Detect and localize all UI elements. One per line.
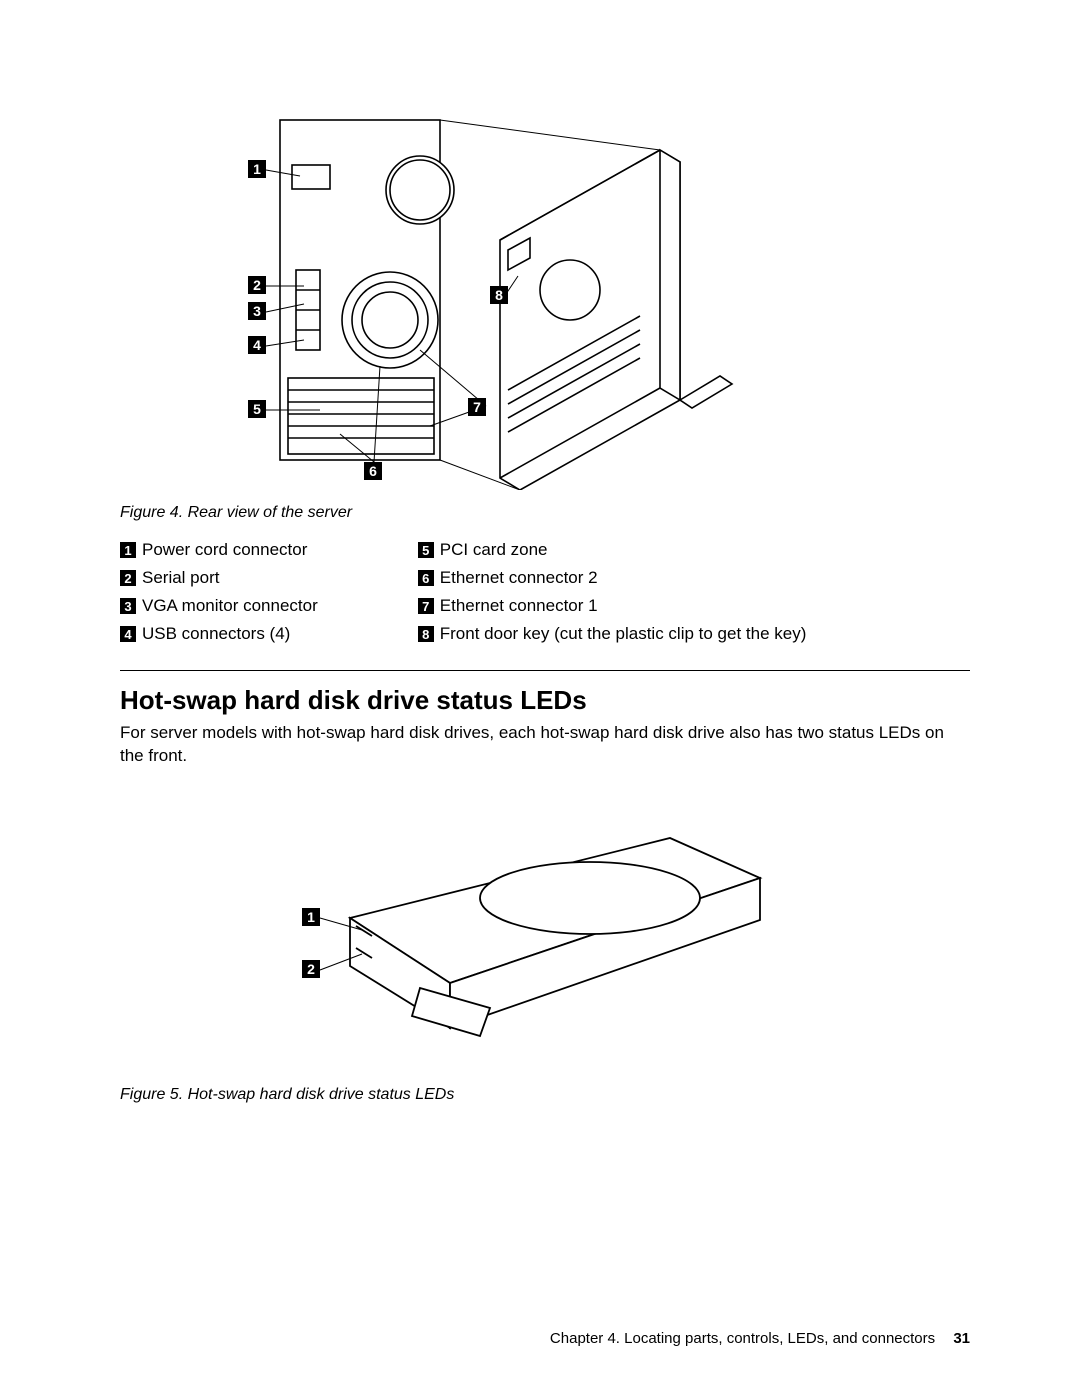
legend-label: Serial port: [142, 568, 219, 588]
legend-number: 7: [418, 598, 434, 614]
callout-number: 2: [302, 960, 320, 978]
footer-chapter: Chapter 4. Locating parts, controls, LED…: [550, 1330, 935, 1347]
legend-number: 2: [120, 570, 136, 586]
legend-item: 4 USB connectors (4): [120, 624, 318, 644]
callout-number: 6: [364, 462, 382, 480]
callout-number: 3: [248, 302, 266, 320]
figure-4-diagram: 1 2 3 4 5 6 7 8: [120, 90, 970, 490]
legend-number: 6: [418, 570, 434, 586]
legend-number: 4: [120, 626, 136, 642]
legend-label: Ethernet connector 2: [440, 568, 598, 588]
legend-item: 2 Serial port: [120, 568, 318, 588]
legend-item: 3 VGA monitor connector: [120, 596, 318, 616]
legend-item: 5 PCI card zone: [418, 540, 807, 560]
figure-5-caption: Figure 5. Hot-swap hard disk drive statu…: [120, 1086, 970, 1104]
legend-number: 5: [418, 542, 434, 558]
callout-number: 4: [248, 336, 266, 354]
callout-number: 8: [490, 286, 508, 304]
page-footer: Chapter 4. Locating parts, controls, LED…: [550, 1330, 970, 1347]
footer-page-number: 31: [953, 1330, 970, 1347]
figure-4-caption: Figure 4. Rear view of the server: [120, 504, 970, 522]
legend-label: Front door key (cut the plastic clip to …: [440, 624, 807, 644]
legend-item: 1 Power cord connector: [120, 540, 318, 560]
legend-item: 8 Front door key (cut the plastic clip to…: [418, 624, 807, 644]
legend-number: 1: [120, 542, 136, 558]
legend-item: 6 Ethernet connector 2: [418, 568, 807, 588]
legend-label: Ethernet connector 1: [440, 596, 598, 616]
section-title: Hot-swap hard disk drive status LEDs: [120, 685, 970, 716]
callout-number: 2: [248, 276, 266, 294]
callout-number: 1: [248, 160, 266, 178]
section-rule: [120, 670, 970, 671]
legend-number: 3: [120, 598, 136, 614]
legend-label: Power cord connector: [142, 540, 307, 560]
section-body: For server models with hot-swap hard dis…: [120, 722, 970, 768]
callout-number: 5: [248, 400, 266, 418]
legend-item: 7 Ethernet connector 1: [418, 596, 807, 616]
document-page: 12345678 Figure 4. Rear view of the serv…: [0, 0, 1080, 1397]
callout-number: 7: [468, 398, 486, 416]
figure-5-diagram: 12: [120, 798, 970, 1068]
figure-4-legend: 1 Power cord connector 2 Serial port 3 VGA mo…: [120, 540, 970, 644]
legend-number: 8: [418, 626, 434, 642]
legend-label: USB connectors (4): [142, 624, 290, 644]
callout-number: 1: [302, 908, 320, 926]
legend-label: VGA monitor connector: [142, 596, 318, 616]
legend-label: PCI card zone: [440, 540, 548, 560]
